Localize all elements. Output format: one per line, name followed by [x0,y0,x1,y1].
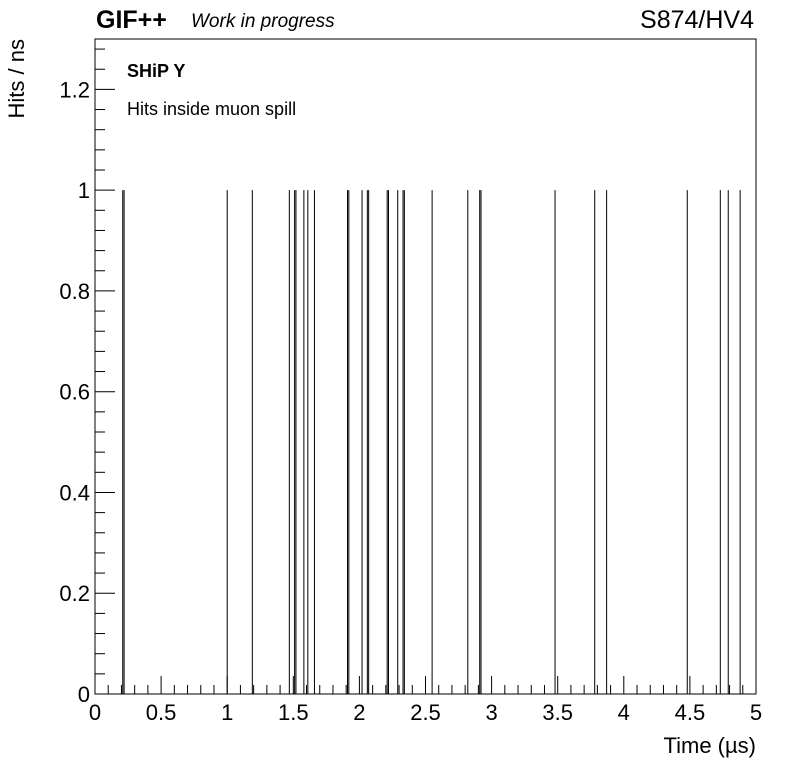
hit-bars [122,190,741,694]
y-tick-label: 1.2 [59,77,90,102]
x-tick-label: 0.5 [146,700,177,725]
y-tick-label: 0.6 [59,380,90,405]
y-tick-label: 0.2 [59,581,90,606]
x-tick-label: 0 [89,700,101,725]
x-tick-label: 3 [485,700,497,725]
x-tick-labels: 0 0.5 1 1.5 2 2.5 3 3.5 4 4.5 5 [89,700,762,725]
y-tick-label: 0 [78,682,90,707]
y-tick-labels: 0 0.2 0.4 0.6 0.8 1 1.2 [59,77,90,707]
x-tick-label: 2.5 [410,700,441,725]
annotation-subtitle: Hits inside muon spill [127,99,296,119]
x-tick-label: 4 [618,700,630,725]
x-tick-label: 3.5 [542,700,573,725]
experiment-label: GIF++ [96,6,167,34]
y-tick-label: 0.8 [59,279,90,304]
axis-ticks [94,48,757,695]
y-tick-label: 0.4 [59,480,90,505]
x-tick-label: 5 [750,700,762,725]
annotation-title: SHiP Y [127,61,185,81]
y-tick-label: 1 [78,178,90,203]
x-tick-label: 2 [353,700,365,725]
x-axis-label: Time (µs) [663,733,756,758]
y-axis-label: Hits / ns [4,39,29,118]
x-tick-label: 1 [221,700,233,725]
status-label: Work in progress [191,11,335,32]
x-tick-label: 4.5 [675,700,706,725]
plot-frame [94,38,757,695]
run-label: S874/HV4 [640,6,754,34]
x-tick-label: 1.5 [278,700,309,725]
